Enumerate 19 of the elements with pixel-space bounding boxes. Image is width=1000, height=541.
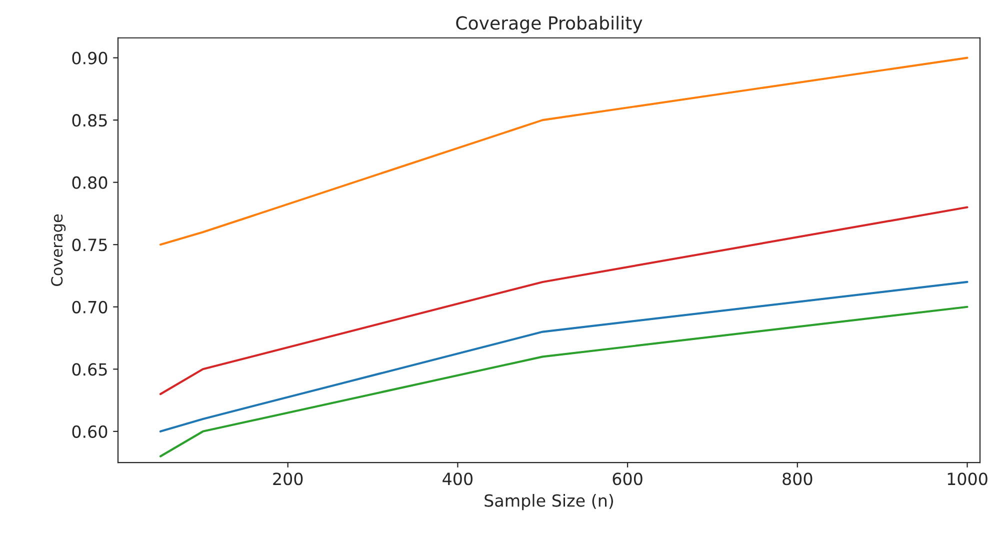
x-tick-label: 200 (273, 472, 303, 486)
y-tick-label: 0.80 (72, 176, 108, 189)
chart-title: Coverage Probability (456, 16, 642, 34)
line-series (159, 280, 968, 432)
x-axis-title: Sample Size (n) (484, 494, 613, 510)
y-tick-label: 0.70 (72, 300, 108, 314)
y-tick-label: 0.90 (72, 52, 108, 64)
x-tick-label: 400 (442, 472, 473, 486)
line-series (159, 206, 968, 396)
y-axis-title: Coverage (51, 214, 66, 286)
y-tick-label: 0.85 (72, 114, 107, 127)
y-tick-label: 0.75 (72, 238, 107, 252)
x-tick-label: 1000 (948, 472, 988, 486)
y-tick-label: 0.65 (72, 363, 107, 376)
line-series (159, 306, 968, 458)
x-tick-label: 800 (782, 472, 812, 486)
y-tick-label: 0.60 (72, 425, 108, 438)
line-series (159, 56, 968, 246)
x-tick-label: 600 (612, 472, 642, 486)
